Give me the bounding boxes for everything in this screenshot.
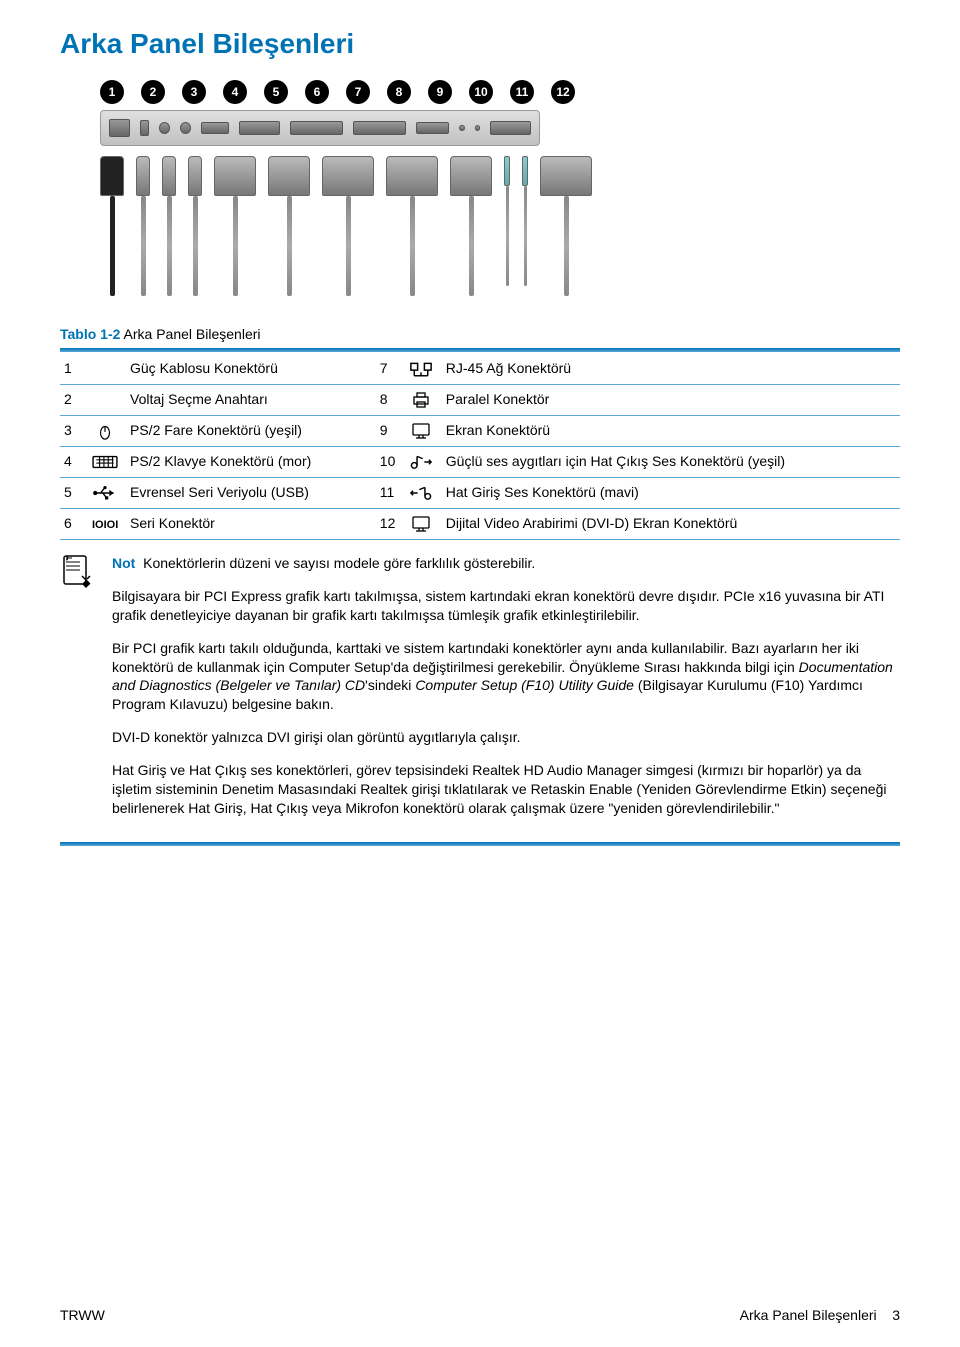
row-num-left: 4 — [60, 447, 88, 478]
table-caption: Tablo 1-2 Arka Panel Bileşenleri — [60, 326, 900, 342]
row-num-left: 2 — [60, 385, 88, 416]
row-text-left: Evrensel Seri Veriyolu (USB) — [126, 478, 376, 509]
note-label: Not — [112, 555, 135, 571]
row-text-right: Dijital Video Arabirimi (DVI-D) Ekran Ko… — [442, 509, 900, 540]
table-row: 2 Voltaj Seçme Anahtarı8 Paralel Konektör — [60, 385, 900, 416]
callout-row: 1 2 3 4 5 6 7 8 9 10 11 12 — [100, 80, 900, 104]
caption-rest: Arka Panel Bileşenleri — [120, 326, 260, 342]
row-text-left: PS/2 Klavye Konektörü (mor) — [126, 447, 376, 478]
page-title: Arka Panel Bileşenleri — [60, 28, 900, 60]
rear-panel-illustration: 1 2 3 4 5 6 7 8 9 10 11 12 — [100, 80, 900, 296]
row-text-right: RJ-45 Ağ Konektörü — [442, 354, 900, 385]
callout-badge: 5 — [264, 80, 288, 104]
callout-badge: 9 — [428, 80, 452, 104]
note-icon — [60, 554, 98, 832]
callout-badge: 1 — [100, 80, 124, 104]
note-block: Not Konektörlerin düzeni ve sayısı model… — [60, 554, 900, 832]
table-row: 4 PS/2 Klavye Konektörü (mor)10 Güçlü ses … — [60, 447, 900, 478]
rear-panel-table: 1 Güç Kablosu Konektörü7 RJ-45 Ağ Konektör… — [60, 354, 900, 540]
note-text-3: Bir PCI grafik kartı takılı olduğunda, k… — [112, 639, 900, 715]
row-num-right: 10 — [376, 447, 404, 478]
table-row: 5 Evrensel Seri Veriyolu (USB)11 Hat Giriş… — [60, 478, 900, 509]
audio-out-icon — [404, 447, 442, 478]
footer-right: Arka Panel Bileşenleri 3 — [740, 1307, 900, 1323]
callout-badge: 11 — [510, 80, 534, 104]
keyboard-icon — [88, 447, 126, 478]
row-text-right: Paralel Konektör — [442, 385, 900, 416]
callout-badge: 10 — [469, 80, 493, 104]
row-num-left: 3 — [60, 416, 88, 447]
callout-badge: 8 — [387, 80, 411, 104]
note-body: Not Konektörlerin düzeni ve sayısı model… — [112, 554, 900, 832]
row-text-right: Ekran Konektörü — [442, 416, 900, 447]
table-row: 6 Seri Konektör12 Dijital Video Arabirimi … — [60, 509, 900, 540]
serial-icon — [88, 509, 126, 540]
page-footer: TRWW Arka Panel Bileşenleri 3 — [60, 1307, 900, 1323]
footer-left: TRWW — [60, 1307, 105, 1323]
row-num-left: 5 — [60, 478, 88, 509]
monitor-icon — [404, 416, 442, 447]
note-text-2: Bilgisayara bir PCI Express grafik kartı… — [112, 587, 900, 625]
rear-panel-strip — [100, 110, 540, 146]
note-text-1: Konektörlerin düzeni ve sayısı modele gö… — [143, 555, 535, 571]
row-num-right: 9 — [376, 416, 404, 447]
row-num-right: 7 — [376, 354, 404, 385]
callout-badge: 2 — [141, 80, 165, 104]
row-text-left: Güç Kablosu Konektörü — [126, 354, 376, 385]
row-num-left: 1 — [60, 354, 88, 385]
row-text-right: Güçlü ses aygıtları için Hat Çıkış Ses K… — [442, 447, 900, 478]
row-num-right: 12 — [376, 509, 404, 540]
row-text-right: Hat Giriş Ses Konektörü (mavi) — [442, 478, 900, 509]
callout-badge: 4 — [223, 80, 247, 104]
monitor-icon — [404, 509, 442, 540]
callout-badge: 6 — [305, 80, 329, 104]
note-text-5: Hat Giriş ve Hat Çıkış ses konektörleri,… — [112, 761, 900, 818]
callout-badge: 3 — [182, 80, 206, 104]
rule-top — [60, 348, 900, 352]
printer-icon — [404, 385, 442, 416]
row-num-right: 8 — [376, 385, 404, 416]
row-num-left: 6 — [60, 509, 88, 540]
empty-icon — [88, 354, 126, 385]
callout-badge: 7 — [346, 80, 370, 104]
row-text-left: Seri Konektör — [126, 509, 376, 540]
empty-icon — [88, 385, 126, 416]
caption-prefix: Tablo 1-2 — [60, 326, 120, 342]
usb-icon — [88, 478, 126, 509]
row-num-right: 11 — [376, 478, 404, 509]
table-row: 3 PS/2 Fare Konektörü (yeşil)9 Ekran Konek… — [60, 416, 900, 447]
mouse-icon — [88, 416, 126, 447]
row-text-left: PS/2 Fare Konektörü (yeşil) — [126, 416, 376, 447]
callout-badge: 12 — [551, 80, 575, 104]
note-text-4: DVI-D konektör yalnızca DVI girişi olan … — [112, 728, 900, 747]
cables-row — [100, 156, 900, 296]
rj45-icon — [404, 354, 442, 385]
row-text-left: Voltaj Seçme Anahtarı — [126, 385, 376, 416]
audio-in-icon — [404, 478, 442, 509]
rule-bottom — [60, 842, 900, 846]
table-row: 1 Güç Kablosu Konektörü7 RJ-45 Ağ Konektör… — [60, 354, 900, 385]
